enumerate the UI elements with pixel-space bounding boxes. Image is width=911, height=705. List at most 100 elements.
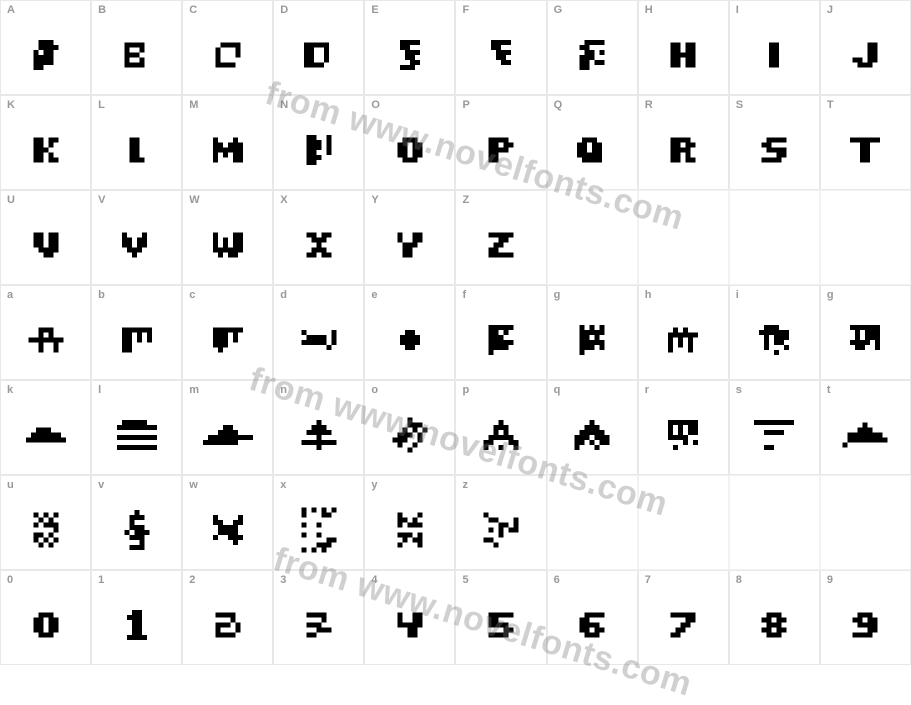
key-label: m xyxy=(189,384,199,396)
glyph-L: L xyxy=(91,95,182,190)
glyph-graphic xyxy=(489,137,514,162)
glyph-m-lower: m xyxy=(182,380,273,475)
glyph-J: J xyxy=(820,0,911,95)
glyph-Y: Y xyxy=(364,190,455,285)
glyph-graphic xyxy=(203,425,253,445)
key-label: W xyxy=(189,194,199,206)
glyph-graphic xyxy=(397,512,422,547)
key-label: V xyxy=(98,194,105,206)
key-label: i xyxy=(736,289,739,301)
glyph-u-lower: u xyxy=(0,475,91,570)
glyph-k-lower: k xyxy=(0,380,91,475)
glyph-9: 9 xyxy=(820,570,911,665)
key-label: K xyxy=(7,99,15,111)
key-label: k xyxy=(7,384,13,396)
glyph-graphic xyxy=(853,42,878,67)
glyph-graphic xyxy=(850,137,880,162)
glyph-graphic xyxy=(306,612,331,637)
glyph-A: A xyxy=(0,0,91,95)
key-label: x xyxy=(280,479,286,491)
glyph-graphic xyxy=(671,137,696,162)
key-label: D xyxy=(280,4,288,16)
glyph-graphic xyxy=(489,232,514,257)
glyph-v-lower: v xyxy=(91,475,182,570)
glyph-o-lower: o xyxy=(364,380,455,475)
glyph-l-lower: l xyxy=(91,380,182,475)
glyph-M: M xyxy=(182,95,273,190)
glyph-graphic xyxy=(491,40,511,70)
key-label: r xyxy=(645,384,649,396)
glyph-O: O xyxy=(364,95,455,190)
key-label: I xyxy=(736,4,739,16)
glyph-graphic xyxy=(213,515,243,545)
key-label: 1 xyxy=(98,574,104,586)
glyph-3: 3 xyxy=(273,570,364,665)
glyph-5: 5 xyxy=(455,570,546,665)
glyph-N: N xyxy=(273,95,364,190)
glyph-graphic xyxy=(215,612,240,637)
glyph-D: D xyxy=(273,0,364,95)
glyph-graphic xyxy=(397,137,422,162)
empty-cell xyxy=(547,475,638,570)
character-map-grid: ABCDEFGHIJKLMNOPQRSTUVWXYZabcdefghigklmn… xyxy=(0,0,911,665)
key-label: e xyxy=(371,289,377,301)
glyph-n-lower: n xyxy=(273,380,364,475)
glyph-s-lower: s xyxy=(729,380,820,475)
key-label: 0 xyxy=(7,574,13,586)
key-label: U xyxy=(7,194,15,206)
glyph-graphic xyxy=(400,330,420,350)
glyph-graphic xyxy=(33,232,58,257)
glyph-R: R xyxy=(638,95,729,190)
glyph-2: 2 xyxy=(182,570,273,665)
key-label: B xyxy=(98,4,106,16)
glyph-4: 4 xyxy=(364,570,455,665)
glyph-V: V xyxy=(91,190,182,285)
key-label: O xyxy=(371,99,380,111)
glyph-6: 6 xyxy=(547,570,638,665)
glyph-graphic xyxy=(577,137,607,162)
glyph-graphic xyxy=(301,330,336,350)
glyph-graphic xyxy=(213,137,243,162)
glyph-graphic xyxy=(304,42,334,67)
key-label: f xyxy=(462,289,466,301)
glyph-graphic xyxy=(392,417,427,452)
glyph-graphic xyxy=(301,507,336,552)
empty-cell xyxy=(820,475,911,570)
key-label: 9 xyxy=(827,574,833,586)
key-label: P xyxy=(462,99,469,111)
glyph-I: I xyxy=(729,0,820,95)
glyph-S: S xyxy=(729,95,820,190)
empty-cell xyxy=(729,475,820,570)
key-label: o xyxy=(371,384,378,396)
glyph-graphic xyxy=(26,427,66,442)
key-label: G xyxy=(554,4,563,16)
key-label: 7 xyxy=(645,574,651,586)
glyph-p-lower: p xyxy=(455,380,546,475)
glyph-graphic xyxy=(127,610,147,640)
glyph-8: 8 xyxy=(729,570,820,665)
glyph-graphic xyxy=(580,612,605,637)
glyph-graphic xyxy=(122,327,152,352)
glyph-x-lower: x xyxy=(273,475,364,570)
glyph-graphic xyxy=(671,42,696,67)
glyph-graphic xyxy=(124,510,149,550)
glyph-H: H xyxy=(638,0,729,95)
key-label: L xyxy=(98,99,105,111)
glyph-graphic xyxy=(33,512,58,547)
key-label: R xyxy=(645,99,653,111)
key-label: Q xyxy=(554,99,563,111)
key-label: J xyxy=(827,4,833,16)
key-label: p xyxy=(462,384,469,396)
glyph-graphic xyxy=(671,612,696,637)
glyph-graphic xyxy=(215,42,240,67)
glyph-graphic xyxy=(213,327,243,352)
key-label: h xyxy=(645,289,652,301)
glyph-X: X xyxy=(273,190,364,285)
glyph-graphic xyxy=(489,325,514,355)
glyph-a-lower: a xyxy=(0,285,91,380)
key-label: s xyxy=(736,384,742,396)
glyph-U: U xyxy=(0,190,91,285)
glyph-g-lower: g xyxy=(547,285,638,380)
key-label: 5 xyxy=(462,574,468,586)
glyph-graphic xyxy=(668,420,698,450)
